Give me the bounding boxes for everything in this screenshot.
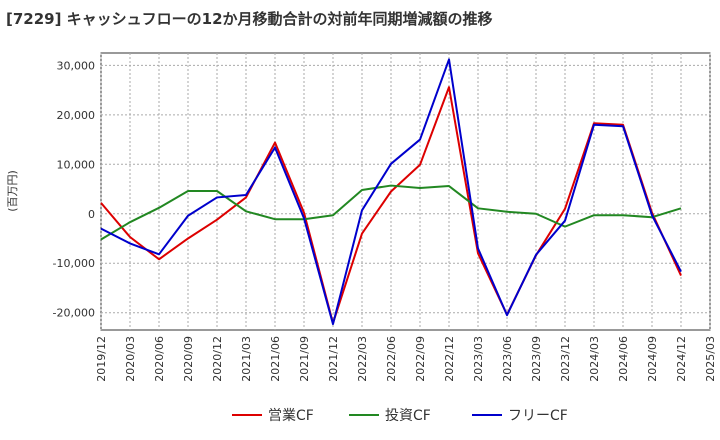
- x-tick-label: 2020/03: [124, 336, 137, 382]
- y-axis-label: (百万円): [6, 170, 19, 212]
- x-tick-label: 2023/06: [501, 336, 514, 382]
- x-tick-label: 2024/09: [646, 336, 659, 382]
- x-tick-label: 2024/06: [617, 336, 630, 382]
- legend-label: フリーCF: [508, 408, 568, 424]
- x-tick-label: 2022/12: [443, 336, 456, 382]
- legend-label: 投資CF: [385, 408, 431, 424]
- y-tick-label: -20,000: [53, 307, 95, 320]
- x-tick-label: 2020/12: [211, 336, 224, 382]
- x-tick-label: 2022/03: [356, 336, 369, 382]
- x-tick-label: 2024/12: [675, 336, 688, 382]
- y-tick-label: 30,000: [57, 59, 96, 72]
- legend-label: 営業CF: [268, 408, 314, 424]
- x-tick-label: 2021/03: [240, 336, 253, 382]
- x-tick-label: 2021/12: [327, 336, 340, 382]
- x-tick-label: 2020/06: [153, 336, 166, 382]
- y-tick-labels: -20,000 -10,000 0 10,000 20,000 30,000: [53, 59, 95, 319]
- x-tick-label: 2020/09: [182, 336, 195, 382]
- y-tick-label: 20,000: [57, 109, 96, 122]
- series-line: [100, 58, 682, 326]
- series-line: [100, 86, 682, 325]
- x-tick-label: 2023/09: [530, 336, 543, 382]
- series-line: [100, 184, 682, 241]
- x-tick-label: 2023/12: [559, 336, 572, 382]
- x-tick-label: 2025/03: [704, 336, 717, 382]
- x-tick-label: 2019/12: [95, 336, 108, 382]
- x-tick-label: 2023/03: [472, 336, 485, 382]
- x-tick-label: 2022/09: [414, 336, 427, 382]
- x-tick-labels: 2019/12 2020/03 2020/06 2020/09 2020/12 2021/…: [95, 336, 717, 382]
- y-tick-label: 0: [88, 208, 95, 221]
- y-tick-label: 10,000: [57, 158, 96, 171]
- x-tick-label: 2021/06: [269, 336, 282, 382]
- chart-title: [7229] キャッシュフローの12か月移動合計の対前年同期増減額の推移: [6, 10, 493, 28]
- y-tick-label: -10,000: [53, 257, 95, 270]
- x-tick-label: 2024/03: [588, 336, 601, 382]
- legend: 営業CF 投資CF フリーCF: [232, 408, 568, 424]
- x-tick-label: 2021/09: [298, 336, 311, 382]
- gridlines: [100, 53, 711, 330]
- series-lines: [100, 58, 682, 326]
- x-tick-label: 2022/06: [385, 336, 398, 382]
